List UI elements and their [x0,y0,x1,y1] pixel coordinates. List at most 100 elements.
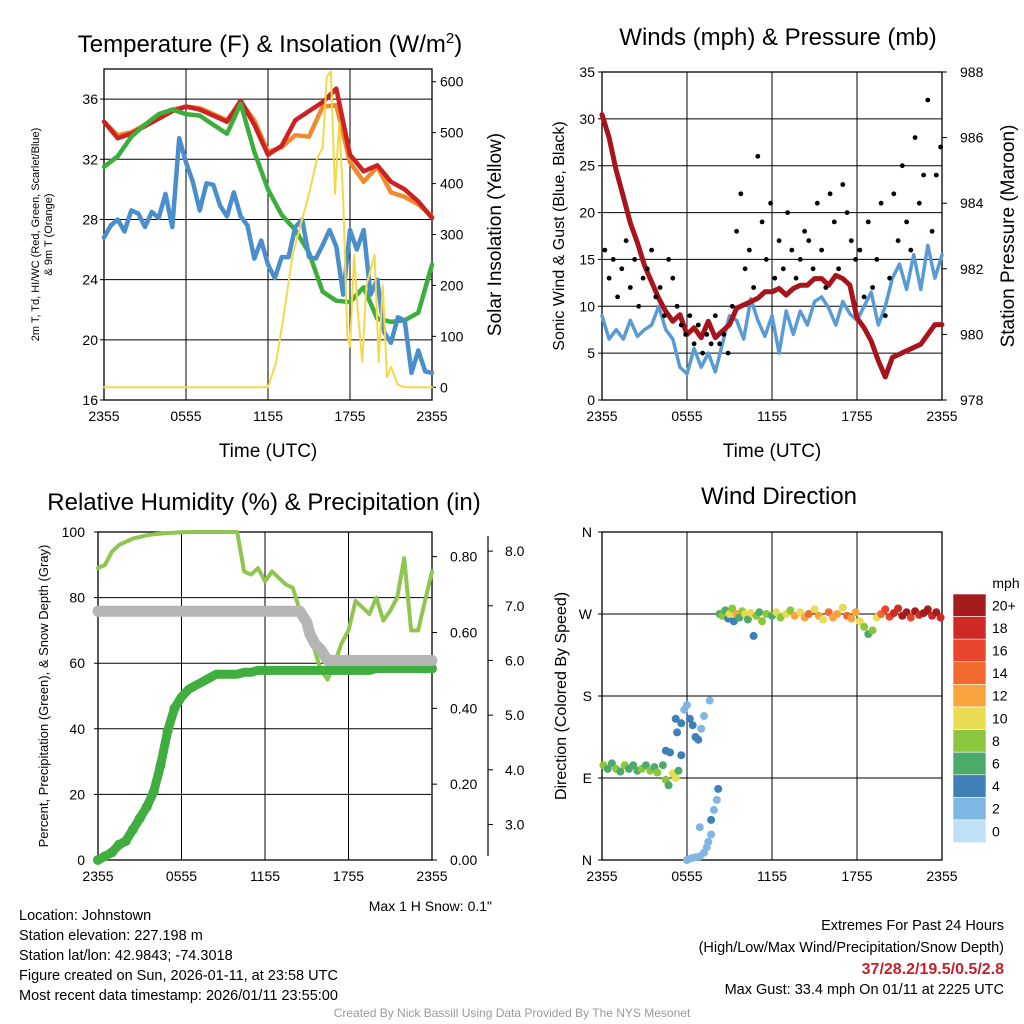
humidity-series [92,530,438,865]
direction-point [810,605,819,614]
gust-point [891,191,897,197]
direction-point [603,764,612,773]
extremes-block: Extremes For Past 24 Hours (High/Low/Max… [699,916,1004,1000]
direction-point [700,712,708,720]
precip-point [120,836,131,846]
x-tick-label: 2355 [926,408,957,424]
y-tick-label: 40 [69,721,85,737]
x-tick-label: 1755 [333,868,364,884]
gust-point [895,238,901,244]
gust-point [874,257,880,262]
series-snow-depth [92,605,438,666]
gust-point [840,182,846,187]
gust-point [721,332,727,337]
direction-point [749,631,758,640]
y-tick-label: 20 [579,205,595,221]
legend-label: 18 [992,620,1008,636]
gust-point [806,238,812,244]
y-right-tick-label: 978 [960,392,984,408]
direction-point [819,615,827,624]
legend-swatch [952,797,987,821]
chart-title: Relative Humidity (%) & Precipitation (i… [47,489,480,516]
direction-point [932,608,941,617]
gust-point [729,303,735,309]
legend-label: 8 [992,733,1000,749]
direction-point [695,823,704,832]
y-right-tick-label: 600 [440,74,464,90]
y-right-tick-label: 986 [960,130,984,146]
gust-point [670,275,676,281]
gust-point [725,350,731,356]
gust-point [878,200,884,206]
y-tick-label: 15 [579,251,595,267]
direction-point [707,830,716,839]
direction-point [786,606,795,615]
direction-point [728,604,737,613]
y-tick-label: 100 [62,524,86,540]
x-tick-label: 1155 [757,408,787,424]
gust-point [938,144,943,150]
chart-title: Wind Direction [701,483,857,510]
y-axis-label: 2m T, Td, HI/WC (Red, Green, Scarlet/Blu… [30,128,42,342]
direction-point [714,784,723,793]
gust-point [908,247,914,253]
gust-point [831,219,837,225]
gust-point [687,313,693,319]
x-tick-label: 0555 [671,868,702,884]
y-tick-label: S [583,688,592,704]
y-tick-label: N [582,852,592,868]
direction-point [705,696,714,705]
direction-point [697,724,706,733]
x-tick-label: 0555 [166,868,197,884]
gust-point [899,163,905,169]
y-right-tick-label: 980 [960,326,984,342]
series-station-pressure [599,112,945,380]
gust-point [615,294,620,300]
x-tick-label: 1155 [253,408,283,424]
gust-point [780,266,786,272]
gust-point [691,341,697,347]
gust-point [912,135,918,141]
x-axis-label: Time (UTC) [723,441,822,462]
extremes-subtitle: (High/Low/Max Wind/Precipitation/Snow De… [698,940,1004,956]
y-tick-label: 36 [82,91,98,107]
wind-series [599,97,945,380]
legend-swatch [952,819,987,843]
snow-tick-label: 4.0 [505,762,525,778]
gust-point [848,238,854,244]
direction-point [674,766,683,775]
gust-point [746,247,752,253]
direction-point [641,761,650,770]
location-text: Location: Johnstown [19,908,152,924]
precip-point [148,786,159,797]
x-tick-label: 0555 [170,408,201,424]
direction-point [804,610,813,618]
gust-point [802,228,807,234]
created-text: Figure created on Sun, 2026-01-11, at 23… [19,968,338,984]
y-tick-label: 28 [82,211,98,227]
legend-label: 6 [992,756,1000,772]
y-tick-label: 24 [82,272,98,288]
gust-point [844,210,850,216]
legend-swatch [952,684,987,708]
max-snow-note: Max 1 H Snow: 0.1" [369,898,492,914]
gust-point [623,238,629,244]
plot-frame [97,531,433,861]
gust-point [861,294,867,300]
series-solar-insolation [103,70,433,389]
snow-tick-label: 7.0 [505,598,525,614]
y-right-axis-label: Solar Insolation (Yellow) [485,133,506,336]
gust-point [640,275,646,281]
gust-point [853,257,858,262]
legend-swatch [952,616,987,640]
gust-point [865,219,871,225]
direction-point [653,768,662,777]
legend-swatch [952,638,987,663]
gust-point [751,285,756,290]
y-right-tick-label: 982 [960,261,984,277]
y-tick-label: 30 [579,111,595,127]
y-tick-label: 35 [579,64,595,80]
precip-tick-label: 0.00 [450,852,477,868]
direction-point [673,728,682,737]
x-tick-label: 1755 [841,868,872,884]
